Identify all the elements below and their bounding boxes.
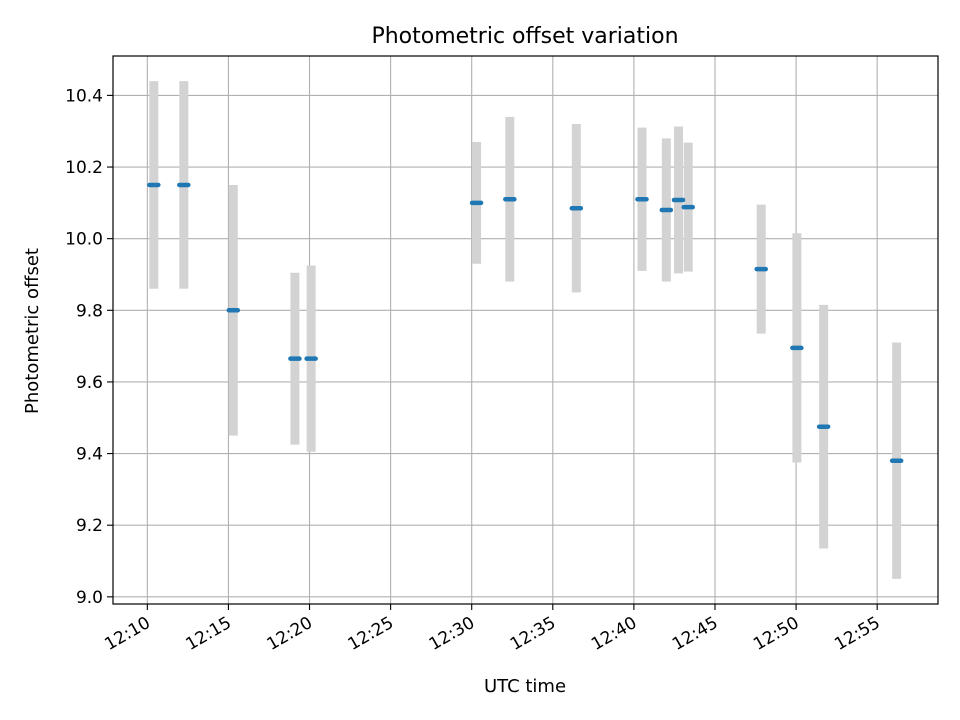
- y-axis-label: Photometric offset: [22, 248, 43, 414]
- y-tick-label: 9.4: [76, 445, 103, 465]
- x-tick-label: 12:25: [345, 613, 397, 655]
- y-tick-label: 9.0: [76, 588, 103, 608]
- y-tick-label: 9.2: [76, 516, 103, 536]
- x-tick-label: 12:30: [426, 613, 478, 655]
- x-tick-label: 12:10: [101, 613, 153, 655]
- y-tick-label: 9.6: [76, 373, 103, 393]
- x-axis-label: UTC time: [484, 676, 566, 697]
- x-axis-ticks: 12:10 12:15 12:20 12:25 12:30 12:35 12:40 12:45…: [101, 604, 884, 655]
- data-points: [147, 182, 904, 463]
- y-tick-label: 9.8: [76, 301, 103, 321]
- x-tick-label: 12:45: [669, 613, 721, 655]
- x-tick-label: 12:40: [588, 613, 640, 655]
- x-tick-label: 12:55: [831, 613, 883, 655]
- x-tick-label: 12:50: [750, 613, 802, 655]
- y-tick-label: 10.0: [65, 230, 103, 250]
- x-tick-label: 12:35: [507, 613, 559, 655]
- plot-frame: [112, 55, 939, 605]
- y-axis-ticks: 9.0 9.2 9.4 9.6 9.8 10.0 10.2 10.4: [65, 86, 113, 608]
- y-tick-label: 10.4: [65, 86, 103, 106]
- x-tick-label: 12:20: [264, 613, 316, 655]
- error-bars: [149, 81, 902, 579]
- y-tick-label: 10.2: [65, 158, 103, 178]
- x-tick-label: 12:15: [182, 613, 234, 655]
- chart-title: Photometric offset variation: [371, 24, 678, 49]
